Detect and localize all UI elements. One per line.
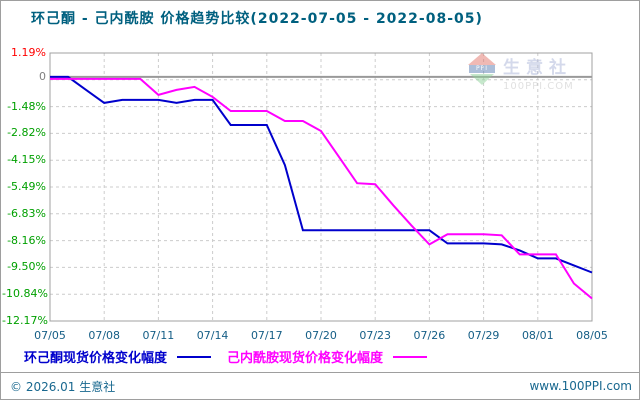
y-tick-label: 0 (39, 69, 46, 83)
x-tick-label: 07/23 (359, 329, 392, 342)
y-tick-label: -1.48% (7, 99, 46, 113)
x-tick-label: 07/14 (196, 329, 229, 342)
footer-bar: © 2026.01 生意社 www.100PPI.com (1, 372, 639, 399)
x-tick-label: 07/08 (88, 329, 121, 342)
legend: 环己酮现货价格变化幅度 己内酰胺现货价格变化幅度 (1, 346, 639, 366)
x-tick-label: 08/05 (576, 329, 608, 342)
legend-label-cyclohexanone: 环己酮现货价格变化幅度 (24, 350, 168, 366)
chart-title: 环己酮 - 己内酰胺 价格趋势比较(2022-07-05 - 2022-08-0… (31, 11, 483, 27)
legend-line-swatch-caprolactam (393, 356, 428, 358)
y-tick-label: -2.82% (7, 126, 46, 140)
x-tick-label: 07/17 (250, 329, 283, 342)
legend-label-caprolactam: 己内酰胺现货价格变化幅度 (227, 350, 384, 366)
x-tick-label: 07/26 (413, 329, 446, 342)
y-tick-label: -8.16% (7, 233, 46, 247)
legend-line-swatch-cyclohexanone (177, 356, 212, 358)
y-tick-label: -5.49% (7, 180, 46, 193)
y-tick-label: -9.50% (7, 260, 46, 274)
footer-copyright: © 2026.01 生意社 (10, 379, 116, 394)
y-tick-label: -10.84% (2, 287, 48, 301)
y-tick-label: 1.19% (11, 46, 46, 59)
x-tick-label: 07/05 (34, 329, 66, 342)
x-tick-label: 07/20 (305, 329, 337, 342)
x-tick-label: 07/29 (467, 329, 500, 342)
series-line-cyclohexanone (50, 75, 593, 274)
plot-frame (49, 52, 593, 322)
legend-item-cyclohexanone: 环己酮现货价格变化幅度 (24, 347, 221, 366)
y-tick-label: -4.15% (7, 153, 46, 167)
x-tick-label: 07/11 (142, 329, 175, 342)
y-tick-label: -12.17% (2, 314, 48, 327)
footer-site-link: www.100PPI.com (529, 379, 632, 393)
y-tick-label: -6.83% (7, 206, 46, 220)
legend-item-caprolactam: 己内酰胺现货价格变化幅度 (221, 347, 437, 366)
series-line-caprolactam (50, 77, 593, 300)
x-tick-label: 08/01 (521, 329, 554, 342)
